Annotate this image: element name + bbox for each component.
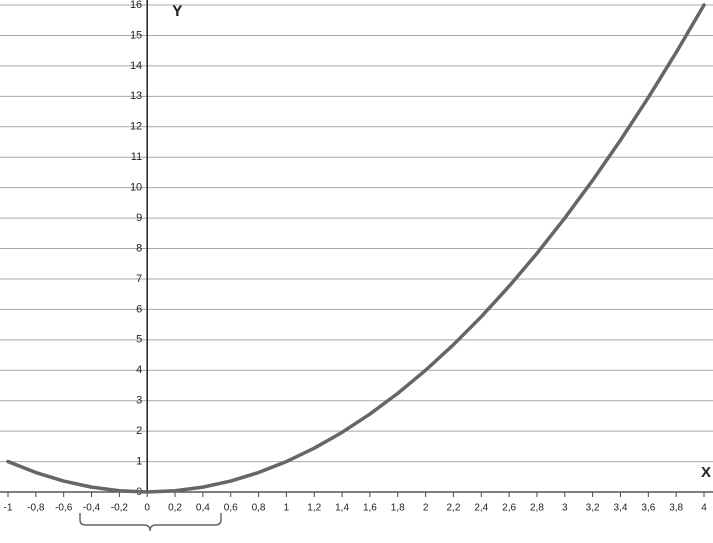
x-tick-label: -0,8 <box>27 503 45 514</box>
x-tick-label: 2,2 <box>446 503 460 514</box>
x-tick-label: 3,4 <box>614 503 628 514</box>
y-tick-label: 6 <box>136 303 142 315</box>
x-tick-label: 1 <box>284 503 290 514</box>
x-tick-label: 0,2 <box>168 503 182 514</box>
x-tick-label: 2,6 <box>502 503 516 514</box>
y-tick-label: 13 <box>130 90 142 102</box>
x-tick-label: 2,8 <box>530 503 544 514</box>
bracket <box>79 513 222 532</box>
y-axis-label: Y <box>172 3 183 20</box>
y-tick-label: 3 <box>136 395 142 407</box>
x-tick-label: 1,6 <box>363 503 377 514</box>
x-tick-label: 1,4 <box>335 503 349 514</box>
x-tick-label: -0,4 <box>83 503 101 514</box>
y-tick-label: 2 <box>136 425 142 437</box>
x-tick-label: 0,6 <box>224 503 238 514</box>
x-tick-label: -1 <box>4 503 13 514</box>
x-tick-label: 2,4 <box>474 503 488 514</box>
x-tick-label: 4 <box>701 503 707 514</box>
x-tick-label: 3,6 <box>641 503 655 514</box>
y-tick-label: 12 <box>130 121 142 133</box>
y-tick-label: 16 <box>130 0 142 11</box>
y-tick-label: 7 <box>136 273 142 285</box>
y-tick-label: 15 <box>130 29 142 41</box>
x-tick-label: -0,2 <box>111 503 129 514</box>
y-tick-label: 9 <box>136 212 142 224</box>
x-tick-label: 0,4 <box>196 503 210 514</box>
x-tick-label: -0,6 <box>55 503 73 514</box>
x-axis-label: X <box>701 464 711 481</box>
x-tick-label: 2 <box>423 503 429 514</box>
y-tick-label: 10 <box>130 182 142 194</box>
x-tick-label: 3,2 <box>586 503 600 514</box>
y-tick-label: 4 <box>136 364 142 376</box>
x-tick-label: 0,8 <box>252 503 266 514</box>
curve <box>6 3 706 494</box>
x-tick-label: 3 <box>562 503 568 514</box>
y-tick-label: 1 <box>136 455 142 467</box>
x-tick-label: 1,2 <box>307 503 321 514</box>
x-tick-label: 0 <box>144 503 150 514</box>
y-tick-label: 5 <box>136 334 142 346</box>
y-tick-label: 11 <box>131 151 142 163</box>
y-tick-label: 14 <box>130 60 142 72</box>
x-tick-label: 3,8 <box>669 503 683 514</box>
y-tick-label: 8 <box>136 242 142 254</box>
x-tick-label: 1,8 <box>391 503 405 514</box>
